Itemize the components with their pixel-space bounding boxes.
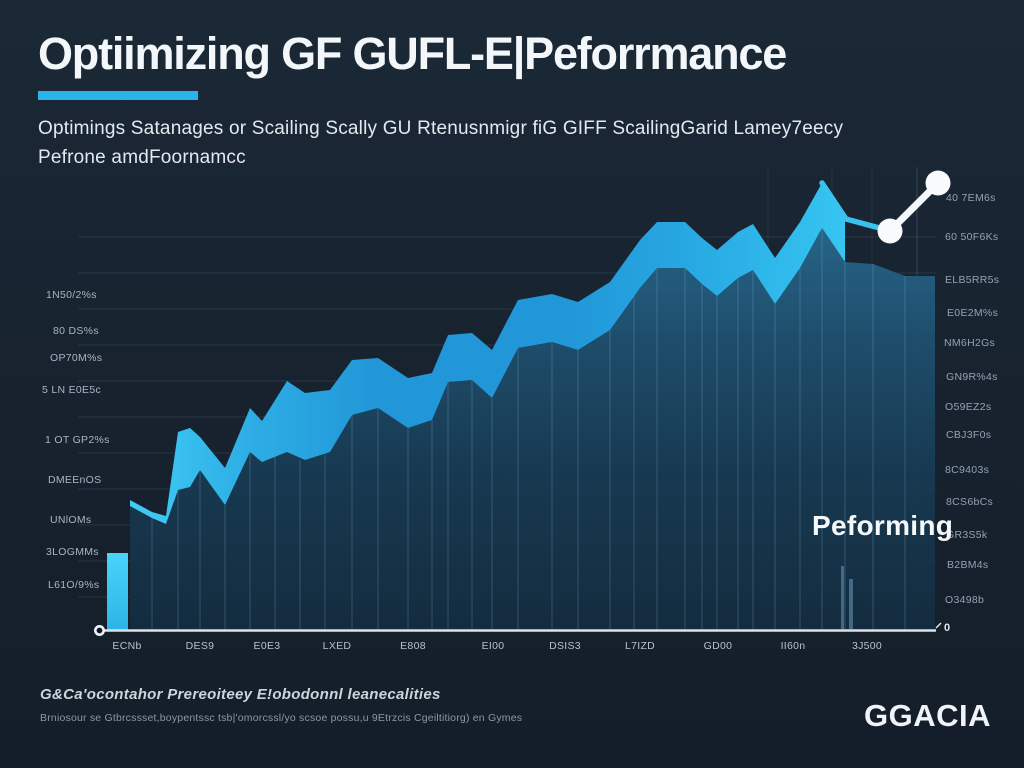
- x-axis-end-label: 0: [944, 622, 951, 634]
- subtitle-line-2: Pefrone amdFoornamcc: [38, 147, 246, 168]
- right-axis-tick: 8CS6bCs: [946, 496, 994, 508]
- left-axis-tick: L61O/9%s: [48, 579, 100, 591]
- right-axis-tick: CBJ3F0s: [946, 429, 992, 441]
- right-axis-tick: 60 50F6Ks: [945, 231, 999, 243]
- brand-logo: GGACIA: [864, 698, 991, 733]
- right-axis-tick: ELB5RR5s: [945, 274, 1000, 286]
- x-axis-tick: E0E3: [253, 640, 281, 652]
- left-axis-tick: 5 LN E0E5c: [42, 384, 102, 396]
- x-axis-tick: L7IZD: [624, 640, 656, 652]
- footer-fineprint: Brniosour se Gtbrcssset,boypentssc tsb|'…: [40, 712, 523, 724]
- right-axis-tick: O59EZ2s: [945, 401, 992, 413]
- x-axis-tick: GD00: [703, 640, 733, 652]
- x-axis-tick: LXED: [322, 640, 352, 652]
- left-axis-tick: 1 OT GP2%s: [45, 434, 110, 446]
- x-axis-tick: 3J500: [851, 640, 883, 652]
- x-axis-tick: DES9: [185, 640, 215, 652]
- left-axis-tick: 3LOGMMs: [46, 546, 99, 558]
- chart-annotation-performing: Peforming: [812, 510, 954, 541]
- left-axis-tick: 80 DS%s: [53, 325, 99, 337]
- left-axis-tick: OP70M%s: [50, 352, 103, 364]
- left-axis-tick: UNlOMs: [50, 514, 92, 526]
- left-axis-tick: 1N50/2%s: [46, 289, 97, 301]
- x-axis-tick: II60n: [780, 640, 806, 652]
- right-axis-tick: 40 7EM6s: [946, 192, 996, 204]
- right-axis-tick: NM6H2Gs: [944, 337, 996, 349]
- right-axis-tick: 8C9403s: [945, 464, 990, 476]
- footer-caption: G&Ca'ocontahor Prereoiteey E!obodonnl le…: [40, 686, 441, 703]
- x-axis-tick: ECNb: [112, 640, 142, 652]
- left-axis-tick: DMEEnOS: [48, 474, 102, 486]
- subtitle-line-1: Optimings Satanages or Scailing Scally G…: [38, 118, 844, 139]
- right-axis-tick: GN9R%4s: [946, 371, 998, 383]
- right-axis-tick: O3498b: [945, 594, 985, 606]
- x-axis-tick: E808: [400, 640, 426, 652]
- x-axis-tick: EI00: [481, 640, 505, 652]
- title-underline-accent: [38, 91, 198, 100]
- right-axis-tick: GR3S5k: [946, 529, 988, 541]
- right-axis-tick: B2BM4s: [947, 559, 989, 571]
- page-title: Optiimizing GF GUFL-E|Peforrmance: [38, 28, 787, 79]
- page-subtitle: Optimings Satanages or Scailing Scally G…: [38, 114, 898, 172]
- right-axis-tick: E0E2M%s: [947, 307, 999, 319]
- x-axis-tick: DSIS3: [549, 640, 581, 652]
